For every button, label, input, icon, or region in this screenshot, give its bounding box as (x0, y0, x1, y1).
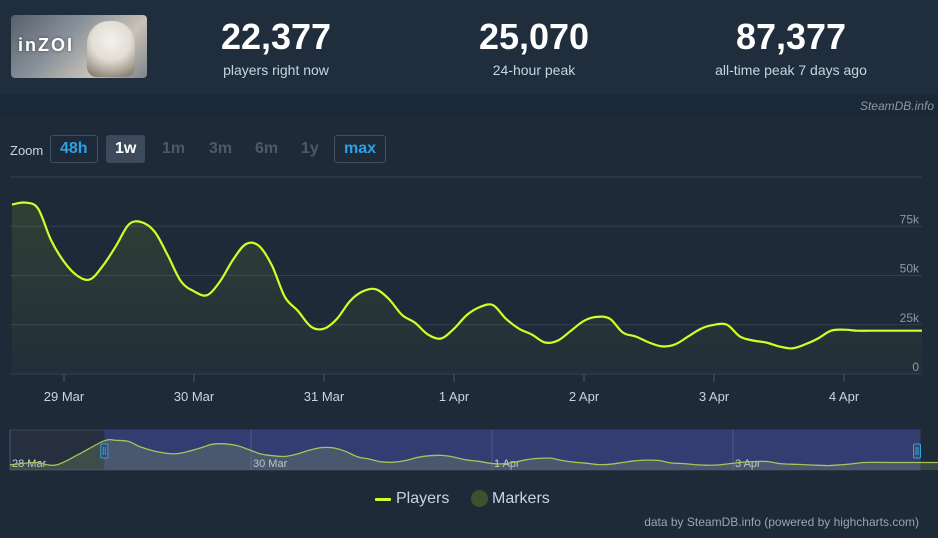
stat-24h-peak: 25,070 24-hour peak (434, 16, 634, 79)
legend-players[interactable]: Players (396, 490, 450, 507)
stat-value: 22,377 (220, 16, 332, 57)
zoom-1m-button[interactable]: 1m (162, 140, 186, 157)
highcharts-credit[interactable]: data by SteamDB.info (powered by highcha… (644, 515, 919, 529)
zoom-max-button[interactable]: max (334, 135, 387, 163)
stat-value: 25,070 (478, 16, 590, 57)
x-tick-label: 30 Mar (174, 389, 215, 404)
range-navigator[interactable]: 28 Mar 30 Mar 1 Apr 3 Apr (9, 429, 938, 471)
y-tick-label: 50k (900, 262, 920, 276)
x-tick-label: 1 Apr (439, 389, 470, 404)
cat-image (87, 21, 135, 77)
navigator-tick-label: 30 Mar (253, 458, 288, 470)
navigator-left-handle[interactable] (100, 443, 109, 459)
x-tick-label: 4 Apr (829, 389, 860, 404)
y-tick-label: 25k (900, 311, 920, 325)
stat-all-time-peak: 87,377 all-time peak 7 days ago (676, 16, 906, 79)
navigator-line (9, 438, 938, 467)
navigator-right-handle[interactable] (913, 443, 921, 459)
zoom-1y-button[interactable]: 1y (301, 140, 319, 157)
x-axis: 29 Mar 30 Mar 31 Mar 1 Apr 2 Apr 3 Apr 4 Apr (44, 374, 860, 404)
y-tick-label: 75k (900, 212, 920, 226)
stats-header: inZOI 22,377 players right now 25,070 24… (0, 0, 938, 94)
players-line (11, 201, 922, 350)
stat-label: 24-hour peak (492, 62, 576, 78)
players-legend-swatch (375, 498, 391, 501)
zoom-3m-button[interactable]: 3m (209, 140, 233, 157)
zoom-48h-button[interactable]: 48h (50, 135, 98, 163)
game-thumbnail[interactable]: inZOI (11, 15, 147, 78)
zoom-label: Zoom (10, 143, 44, 158)
navigator-tick-label: 28 Mar (12, 458, 47, 470)
stat-players-now: 22,377 players right now (176, 16, 376, 79)
stat-label: all-time peak 7 days ago (715, 62, 867, 78)
x-tick-label: 29 Mar (44, 389, 85, 404)
x-tick-label: 31 Mar (304, 389, 345, 404)
stat-value: 87,377 (735, 16, 847, 57)
steamdb-credit[interactable]: SteamDB.info (859, 99, 934, 113)
legend-markers[interactable]: Markers (492, 490, 550, 507)
game-logo-text: inZOI (18, 35, 74, 55)
markers-legend-swatch (471, 490, 488, 507)
zoom-6m-button[interactable]: 6m (255, 140, 279, 157)
stat-label: players right now (223, 62, 329, 78)
x-tick-label: 3 Apr (699, 389, 730, 404)
x-tick-label: 2 Apr (569, 389, 600, 404)
chart-legend: Players Markers (0, 488, 938, 512)
zoom-1w-button[interactable]: 1w (106, 135, 146, 163)
players-area (12, 202, 922, 374)
players-series (11, 201, 922, 374)
